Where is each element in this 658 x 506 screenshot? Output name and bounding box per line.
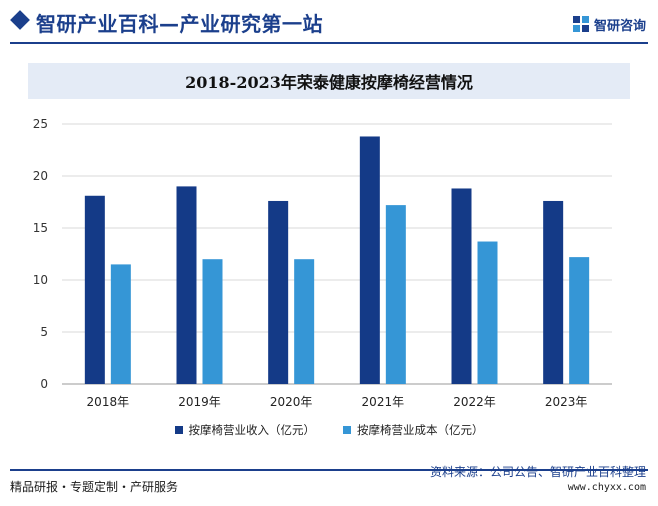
x-tick-label: 2019年 <box>178 395 221 409</box>
bar-cost <box>385 205 406 384</box>
bar-cost <box>202 259 223 384</box>
brand-logo: 智研咨询 <box>572 14 646 34</box>
footer-services: 精品研报・专题定制・产研服务 <box>10 480 179 494</box>
bar-cost <box>110 264 131 384</box>
legend-swatch-revenue <box>174 426 183 434</box>
y-tick-label: 10 <box>33 273 48 287</box>
header-divider <box>10 42 648 44</box>
logo-icon <box>572 16 589 32</box>
diamond-icon <box>10 10 30 30</box>
y-tick-label: 20 <box>33 169 48 183</box>
y-tick-label: 5 <box>40 325 48 339</box>
bar-revenue <box>176 186 197 384</box>
bar-chart: 0 5 10 15 20 25 2018年 2019年 2020年 2021年 2022年 2023年 <box>33 117 612 409</box>
page-title: 智研产业百科—产业研究第一站 <box>36 12 323 36</box>
bar-cost <box>294 259 315 384</box>
x-tick-label: 2020年 <box>270 395 313 409</box>
logo-text: 智研咨询 <box>593 18 646 34</box>
data-source: 资料来源：公司公告、智研产业百科整理 <box>429 465 646 479</box>
legend-swatch-cost <box>343 426 351 434</box>
legend-item-revenue: 按摩椅营业收入（亿元） <box>174 422 316 438</box>
bar-revenue <box>268 200 289 384</box>
y-tick-label: 0 <box>40 377 48 391</box>
x-tick-label: 2022年 <box>453 395 496 409</box>
y-tick-label: 25 <box>33 117 48 131</box>
website-url: www.chyxx.com <box>567 482 646 493</box>
chart-legend: 按摩椅营业收入（亿元） 按摩椅营业成本（亿元） <box>0 421 658 439</box>
chart-title: 2018-2023年荣泰健康按摩椅经营情况 <box>185 73 473 92</box>
legend-label-revenue: 按摩椅营业收入（亿元） <box>188 423 316 437</box>
chart-title-banner: 2018-2023年荣泰健康按摩椅经营情况 <box>28 63 630 99</box>
x-tick-label: 2021年 <box>362 395 405 409</box>
bar-cost <box>477 241 498 384</box>
bar-cost <box>569 257 590 384</box>
x-tick-label: 2023年 <box>545 395 588 409</box>
bar-revenue <box>451 188 472 384</box>
legend-label-cost: 按摩椅营业成本（亿元） <box>357 423 484 437</box>
bar-revenue <box>543 200 564 384</box>
bar-revenue <box>84 195 105 384</box>
page-header: 智研产业百科—产业研究第一站 智研咨询 <box>0 0 658 46</box>
footer-divider <box>10 469 648 471</box>
bar-revenue <box>359 136 380 384</box>
legend-item-cost: 按摩椅营业成本（亿元） <box>343 422 484 438</box>
y-tick-label: 15 <box>33 221 48 235</box>
x-tick-label: 2018年 <box>87 395 130 409</box>
